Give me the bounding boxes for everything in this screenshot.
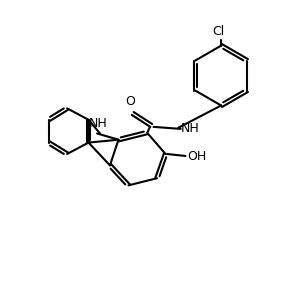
Text: Cl: Cl <box>212 25 224 39</box>
Text: O: O <box>125 95 135 108</box>
Text: NH: NH <box>181 122 200 135</box>
Text: NH: NH <box>89 117 108 130</box>
Text: OH: OH <box>187 150 206 163</box>
